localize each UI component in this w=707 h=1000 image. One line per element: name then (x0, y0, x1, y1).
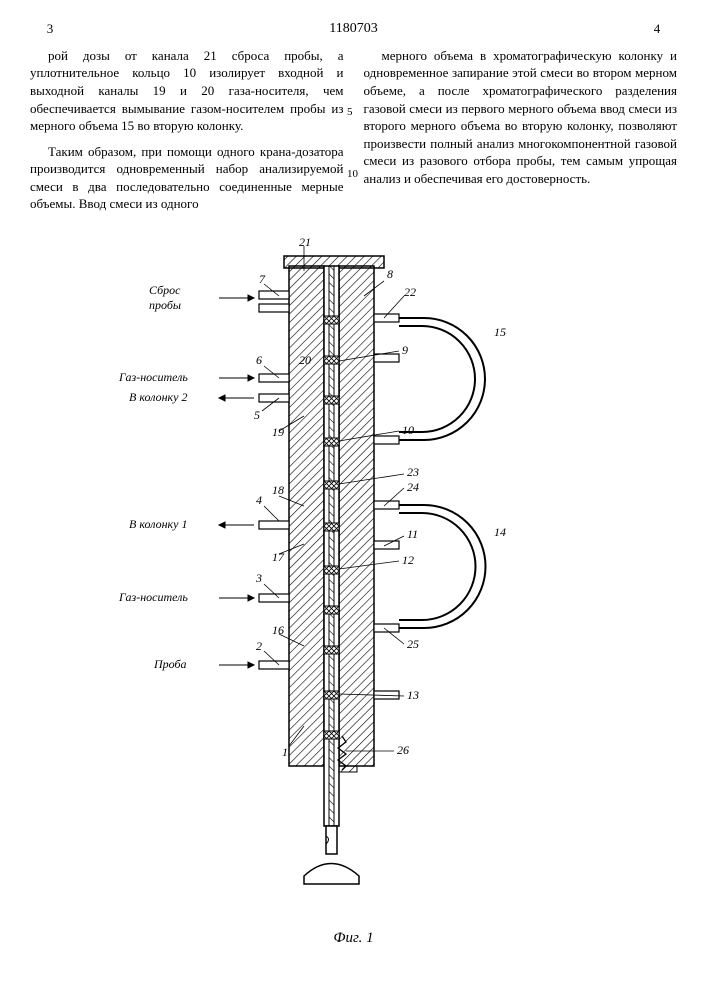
page-number-right: 4 (637, 20, 677, 39)
label-proba: Проба (153, 657, 187, 671)
svg-text:19: 19 (272, 425, 284, 439)
svg-text:1: 1 (282, 745, 288, 759)
svg-text:3: 3 (255, 571, 262, 585)
label-v-kolonku-1: В колонку 1 (129, 517, 187, 531)
svg-text:13: 13 (407, 688, 419, 702)
svg-text:24: 24 (407, 480, 419, 494)
svg-text:22: 22 (404, 285, 416, 299)
label-v-kolonku-2: В колонку 2 (129, 390, 187, 404)
paragraph-3: мерного объема в хроматографическую коло… (364, 47, 678, 187)
svg-text:21: 21 (299, 236, 311, 249)
svg-text:5: 5 (254, 408, 260, 422)
svg-text:23: 23 (407, 465, 419, 479)
label-gaz-nositel-1: Газ-носитель (118, 370, 188, 384)
patent-number: 1180703 (70, 20, 637, 39)
svg-text:2: 2 (256, 639, 262, 653)
svg-text:10: 10 (402, 423, 414, 437)
svg-text:7: 7 (259, 272, 266, 286)
svg-text:18: 18 (272, 483, 284, 497)
label-gaz-nositel-2: Газ-носитель (118, 590, 188, 604)
figure-1: Сброс пробы Газ-носитель В колонку 2 В к… (30, 236, 677, 949)
svg-text:17: 17 (272, 550, 285, 564)
page-number-left: 3 (30, 20, 70, 39)
svg-text:4: 4 (256, 493, 262, 507)
svg-text:20: 20 (299, 353, 311, 367)
svg-text:11: 11 (407, 527, 418, 541)
svg-text:12: 12 (402, 553, 414, 567)
svg-text:9: 9 (402, 343, 408, 357)
label-sbros: Сброс (149, 283, 181, 297)
svg-text:16: 16 (272, 623, 284, 637)
svg-text:25: 25 (407, 637, 419, 651)
figure-caption: Фиг. 1 (30, 928, 677, 948)
line-number-10: 10 (347, 167, 358, 182)
column-left: рой дозы от канала 21 сброса пробы, а уп… (30, 47, 344, 221)
technical-drawing: Сброс пробы Газ-носитель В колонку 2 В к… (104, 236, 604, 916)
paragraph-1: рой дозы от канала 21 сброса пробы, а уп… (30, 47, 344, 135)
paragraph-2: Таким образом, при помощи одного крана-д… (30, 143, 344, 213)
svg-text:6: 6 (256, 353, 262, 367)
page-header: 3 1180703 4 (30, 20, 677, 39)
svg-text:8: 8 (387, 267, 393, 281)
label-proby: пробы (149, 298, 181, 312)
svg-text:15: 15 (494, 325, 506, 339)
svg-text:14: 14 (494, 525, 506, 539)
line-number-5: 5 (347, 105, 353, 120)
svg-text:26: 26 (397, 743, 409, 757)
column-right: мерного объема в хроматографическую коло… (364, 47, 678, 221)
text-columns: рой дозы от канала 21 сброса пробы, а уп… (30, 47, 677, 221)
